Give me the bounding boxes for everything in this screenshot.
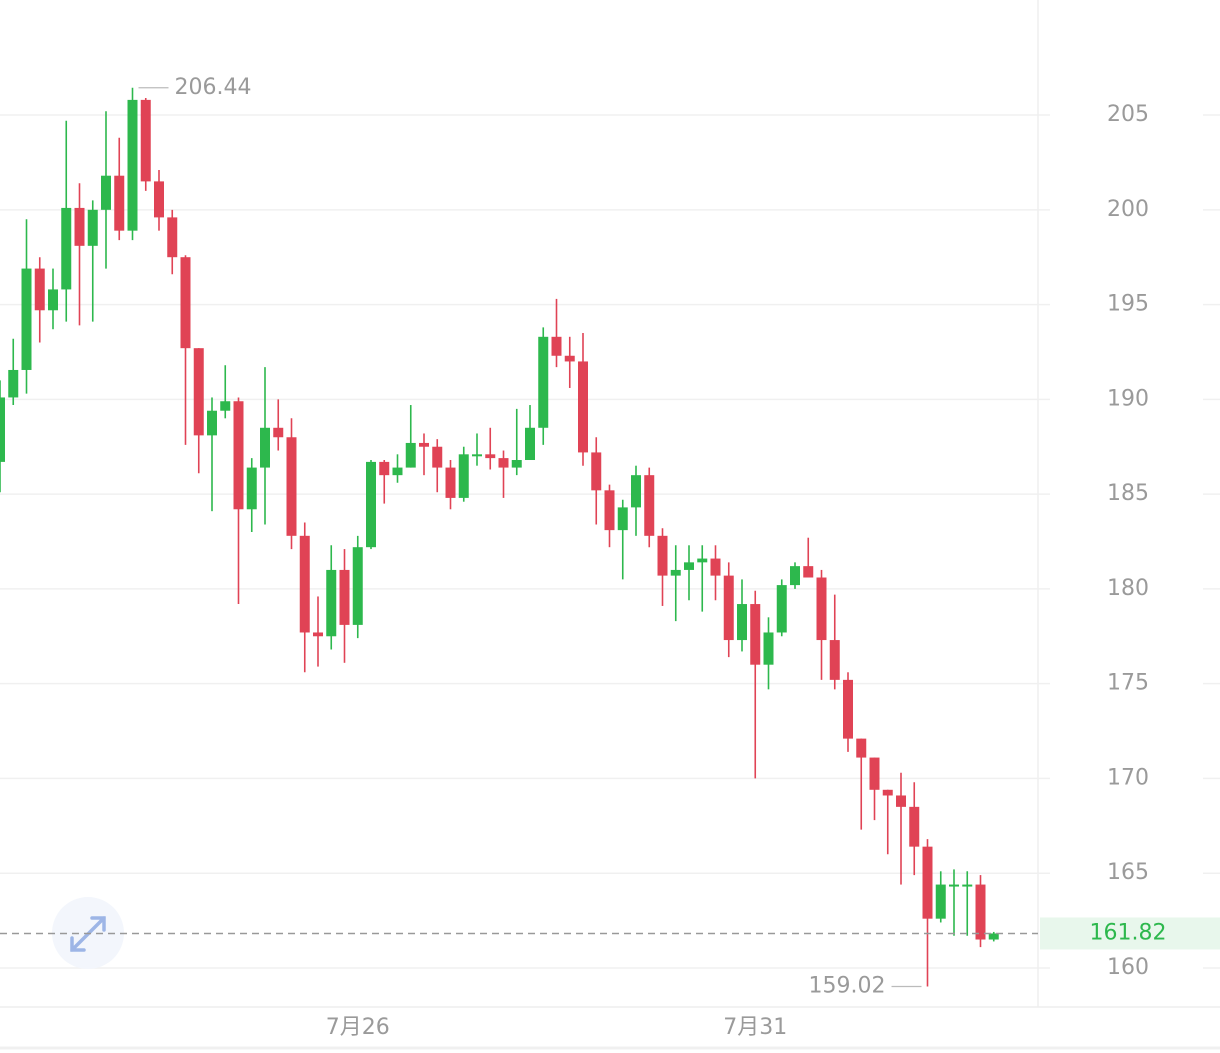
candle-body bbox=[949, 884, 959, 887]
candle-body bbox=[432, 446, 443, 468]
candle-body bbox=[564, 355, 575, 362]
x-tick-label: 7月31 bbox=[723, 1015, 787, 1040]
candle-body bbox=[591, 452, 602, 491]
y-tick-label: 185 bbox=[1107, 481, 1149, 506]
candle-body bbox=[697, 558, 708, 563]
candle-body bbox=[140, 99, 151, 182]
candle-body bbox=[472, 454, 482, 457]
y-tick-label: 165 bbox=[1107, 860, 1149, 885]
candle-body bbox=[207, 410, 217, 436]
candle-body bbox=[657, 535, 668, 576]
candle-body bbox=[498, 458, 509, 468]
candle-body bbox=[445, 467, 456, 498]
candle-body bbox=[790, 566, 800, 586]
candle-body bbox=[737, 604, 747, 641]
candle-body bbox=[962, 884, 973, 887]
candle-body bbox=[0, 397, 5, 462]
candle-body bbox=[776, 585, 787, 633]
candle-body bbox=[763, 632, 774, 665]
candle-body bbox=[286, 437, 297, 536]
candle-body bbox=[74, 207, 85, 246]
candle-body bbox=[127, 99, 138, 231]
candle-body bbox=[326, 569, 337, 637]
candle-body bbox=[379, 461, 390, 476]
candle-body bbox=[617, 507, 628, 531]
candle-body bbox=[193, 348, 204, 436]
candle-body bbox=[631, 475, 641, 508]
candle-body bbox=[154, 181, 164, 218]
candle-body bbox=[604, 490, 615, 531]
candle-body bbox=[975, 884, 986, 940]
candle-body bbox=[366, 461, 376, 548]
candle-body bbox=[313, 632, 323, 637]
candle-body bbox=[551, 336, 562, 356]
candle-body bbox=[644, 475, 655, 536]
y-tick-label: 175 bbox=[1107, 671, 1149, 696]
candle-body bbox=[246, 467, 257, 510]
candle-body bbox=[485, 454, 496, 459]
high-marker-label: 206.44 bbox=[175, 75, 252, 100]
candle-body bbox=[843, 679, 853, 739]
candle-body bbox=[34, 268, 45, 311]
candle-body bbox=[87, 209, 98, 246]
y-tick-label: 170 bbox=[1107, 765, 1149, 790]
candle-body bbox=[909, 806, 920, 847]
candle-body bbox=[538, 336, 549, 428]
candle-body bbox=[299, 535, 310, 633]
candle-body bbox=[260, 427, 270, 468]
candle-body bbox=[882, 789, 893, 796]
candle-body bbox=[869, 757, 880, 790]
candle-body bbox=[670, 569, 681, 576]
candle-body bbox=[750, 604, 761, 665]
candle-body bbox=[578, 361, 588, 453]
candle-body bbox=[339, 569, 350, 625]
candle-body bbox=[896, 795, 906, 807]
candle-body bbox=[458, 454, 469, 498]
low-marker-label: 159.02 bbox=[809, 974, 886, 999]
candle-body bbox=[405, 442, 416, 468]
candle-body bbox=[61, 207, 72, 290]
candle-body bbox=[829, 640, 840, 680]
candle-body bbox=[273, 427, 284, 438]
candle-body bbox=[684, 562, 694, 570]
candle-body bbox=[8, 369, 19, 398]
candle-body bbox=[511, 460, 522, 468]
candle-body bbox=[180, 257, 191, 349]
candle-body bbox=[803, 566, 814, 578]
y-tick-label: 190 bbox=[1107, 386, 1149, 411]
y-tick-label: 205 bbox=[1107, 102, 1149, 127]
candle-body bbox=[856, 738, 867, 758]
y-tick-label: 195 bbox=[1107, 292, 1149, 317]
y-tick-label: 200 bbox=[1107, 197, 1149, 222]
candle-body bbox=[48, 289, 58, 311]
candle-body bbox=[167, 217, 178, 258]
candle-body bbox=[816, 577, 827, 641]
candle-body bbox=[220, 401, 231, 411]
candle-body bbox=[101, 175, 111, 210]
x-tick-label: 7月26 bbox=[326, 1015, 390, 1040]
y-tick-label: 180 bbox=[1107, 576, 1149, 601]
candle-body bbox=[233, 401, 244, 510]
candle-body bbox=[352, 547, 363, 625]
candle-body bbox=[392, 467, 403, 476]
candle-body bbox=[935, 884, 946, 919]
candle-body bbox=[21, 268, 32, 370]
last-price-label: 161.82 bbox=[1090, 920, 1167, 945]
candle-body bbox=[723, 575, 734, 641]
candle-body bbox=[988, 933, 999, 940]
candle-body bbox=[710, 558, 721, 576]
y-tick-label: 160 bbox=[1107, 955, 1149, 980]
candle-body bbox=[419, 442, 429, 447]
candle-body bbox=[525, 427, 535, 461]
candle-body bbox=[114, 175, 125, 231]
candle-body bbox=[922, 846, 933, 919]
last-price-box bbox=[1040, 917, 1220, 950]
